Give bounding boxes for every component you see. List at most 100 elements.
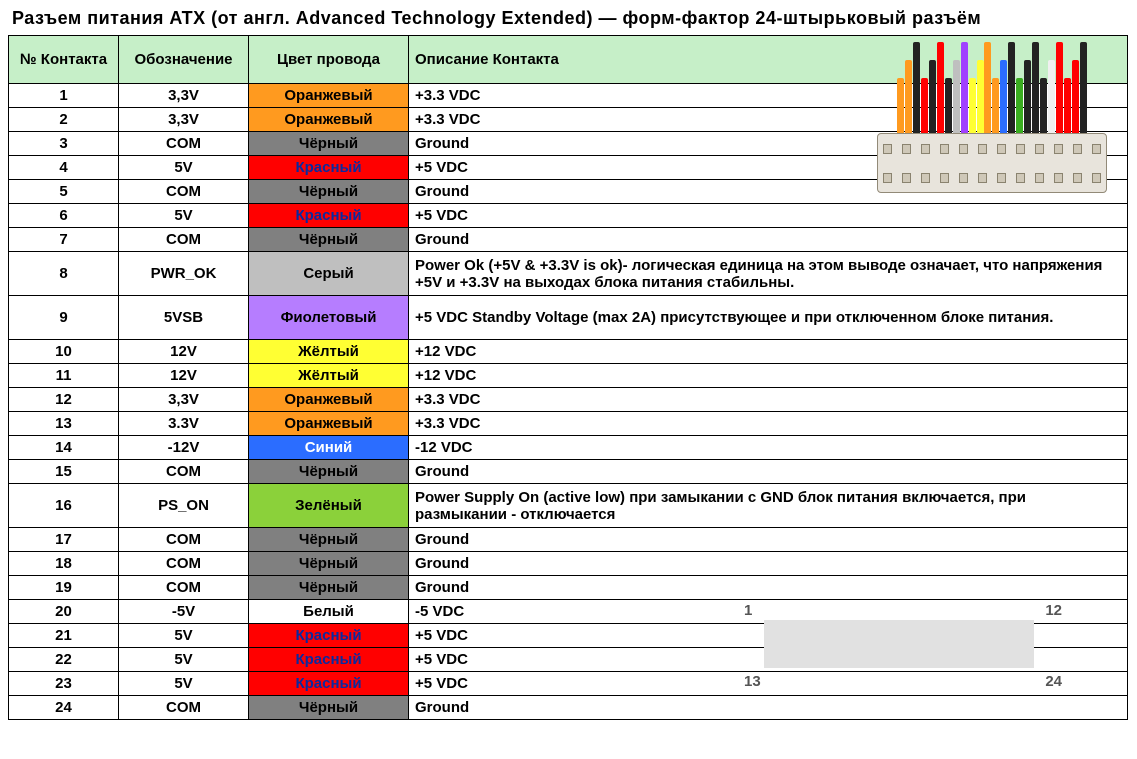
connector-pinrow — [878, 134, 1106, 163]
pinout-sketch: 1 12 13 24 — [734, 600, 1064, 690]
cell-signal: 5V — [119, 648, 249, 672]
cell-number: 1 — [9, 84, 119, 108]
wire — [1016, 78, 1023, 138]
cell-number: 16 — [9, 484, 119, 528]
table-row: 123,3VОранжевый+3.3 VDC — [9, 388, 1128, 412]
wire — [1008, 42, 1015, 138]
cell-color: Чёрный — [249, 228, 409, 252]
col-header-number: № Контакта — [9, 36, 119, 84]
wire — [1000, 60, 1007, 138]
table-row: 95VSBФиолетовый+5 VDC Standby Voltage (m… — [9, 296, 1128, 340]
cell-color: Синий — [249, 436, 409, 460]
connector-pin — [1035, 144, 1044, 154]
cell-number: 10 — [9, 340, 119, 364]
connector-pin — [1092, 144, 1101, 154]
connector-pin — [1092, 173, 1101, 183]
cell-signal: COM — [119, 180, 249, 204]
wire — [905, 60, 912, 138]
cell-color: Белый — [249, 600, 409, 624]
cell-description: +12 VDC — [409, 340, 1128, 364]
cell-number: 4 — [9, 156, 119, 180]
connector-pin — [997, 144, 1006, 154]
cell-description: Power Supply On (active low) при замыкан… — [409, 484, 1128, 528]
cell-number: 11 — [9, 364, 119, 388]
cell-signal: PWR_OK — [119, 252, 249, 296]
connector-pin — [883, 173, 892, 183]
cell-color: Жёлтый — [249, 340, 409, 364]
cell-color: Оранжевый — [249, 108, 409, 132]
atx-connector-illustration — [867, 33, 1117, 223]
cell-signal: 5VSB — [119, 296, 249, 340]
cell-signal: COM — [119, 228, 249, 252]
cell-number: 14 — [9, 436, 119, 460]
cell-number: 3 — [9, 132, 119, 156]
connector-pin — [978, 144, 987, 154]
wire — [913, 42, 920, 138]
cell-color: Оранжевый — [249, 84, 409, 108]
cell-number: 7 — [9, 228, 119, 252]
cell-number: 15 — [9, 460, 119, 484]
table-row: 7COMЧёрныйGround — [9, 228, 1128, 252]
wire — [937, 42, 944, 138]
cell-color: Красный — [249, 672, 409, 696]
cell-color: Красный — [249, 648, 409, 672]
cell-signal: -12V — [119, 436, 249, 460]
cell-signal: COM — [119, 696, 249, 720]
cell-signal: 5V — [119, 672, 249, 696]
connector-pin — [921, 173, 930, 183]
wire — [945, 78, 952, 138]
connector-pinrow — [878, 163, 1106, 192]
cell-signal: PS_ON — [119, 484, 249, 528]
cell-signal: 3.3V — [119, 412, 249, 436]
cell-signal: 5V — [119, 624, 249, 648]
cell-color: Оранжевый — [249, 388, 409, 412]
cell-description: Ground — [409, 552, 1128, 576]
wire — [1080, 42, 1087, 138]
cell-color: Зелёный — [249, 484, 409, 528]
cell-number: 20 — [9, 600, 119, 624]
pinout-label: 24 — [1045, 673, 1062, 690]
cell-color: Фиолетовый — [249, 296, 409, 340]
table-row: 18COMЧёрныйGround — [9, 552, 1128, 576]
cell-number: 6 — [9, 204, 119, 228]
cell-number: 18 — [9, 552, 119, 576]
cell-signal: -5V — [119, 600, 249, 624]
cell-number: 21 — [9, 624, 119, 648]
table-row: 1112VЖёлтый+12 VDC — [9, 364, 1128, 388]
cell-color: Чёрный — [249, 460, 409, 484]
cell-number: 22 — [9, 648, 119, 672]
cell-description: +5 VDC Standby Voltage (max 2A) присутст… — [409, 296, 1128, 340]
cell-description: +3.3 VDC — [409, 412, 1128, 436]
cell-color: Оранжевый — [249, 412, 409, 436]
cell-number: 5 — [9, 180, 119, 204]
table-row: 15COMЧёрныйGround — [9, 460, 1128, 484]
connector-pin — [1073, 173, 1082, 183]
cell-description: Ground — [409, 576, 1128, 600]
wire — [1056, 42, 1063, 138]
connector-pin — [1054, 173, 1063, 183]
cell-number: 19 — [9, 576, 119, 600]
cell-number: 17 — [9, 528, 119, 552]
table-row: 17COMЧёрныйGround — [9, 528, 1128, 552]
connector-pin — [1016, 144, 1025, 154]
cell-signal: 3,3V — [119, 84, 249, 108]
connector-pin — [959, 144, 968, 154]
table-wrap: № Контакта Обозначение Цвет провода Опис… — [8, 35, 1129, 720]
col-header-color: Цвет провода — [249, 36, 409, 84]
cell-signal: 3,3V — [119, 388, 249, 412]
page-title: Разъем питания ATX (от англ. Advanced Te… — [12, 8, 1129, 29]
table-row: 14-12VСиний-12 VDC — [9, 436, 1128, 460]
wire — [1040, 78, 1047, 138]
connector-pin — [978, 173, 987, 183]
wire — [1032, 42, 1039, 138]
cell-description: Ground — [409, 696, 1128, 720]
table-row: 16PS_ONЗелёныйPower Supply On (active lo… — [9, 484, 1128, 528]
cell-signal: COM — [119, 576, 249, 600]
wire — [961, 42, 968, 138]
cell-color: Чёрный — [249, 180, 409, 204]
wire — [969, 78, 976, 138]
cell-signal: 12V — [119, 340, 249, 364]
cell-color: Чёрный — [249, 528, 409, 552]
wire — [977, 60, 984, 138]
connector-pin — [940, 173, 949, 183]
